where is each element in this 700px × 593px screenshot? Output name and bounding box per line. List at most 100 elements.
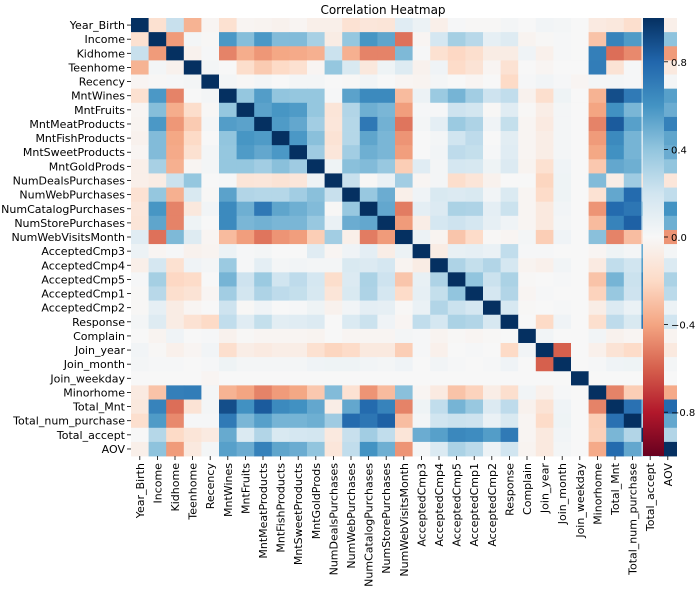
heatmap-cell: [571, 441, 589, 457]
heatmap-cell: [307, 187, 325, 203]
heatmap-cell: [183, 272, 202, 287]
heatmap-cell: [412, 215, 431, 231]
heatmap-cell: [148, 357, 167, 372]
heatmap-cell: [183, 328, 202, 344]
heatmap-cell: [571, 145, 589, 160]
heatmap-cell: [623, 441, 642, 457]
heatmap-cell: [307, 159, 325, 174]
heatmap-cell: [430, 427, 449, 443]
heatmap-cell: [148, 215, 167, 231]
heatmap-cell: [201, 385, 220, 400]
heatmap-cell: [131, 371, 149, 386]
heatmap-cell: [606, 229, 625, 245]
heatmap-cell: [518, 258, 537, 273]
heatmap-cell: [359, 300, 378, 316]
heatmap-cell: [553, 371, 572, 386]
column-label: MntMeatProducts: [257, 463, 270, 559]
heatmap-cell: [430, 328, 449, 344]
heatmap-cell: [412, 131, 431, 146]
heatmap-cell: [359, 229, 378, 245]
heatmap-cell: [553, 201, 572, 217]
heatmap-cell: [324, 314, 343, 330]
column-label: Join_year: [539, 463, 552, 515]
heatmap-cell: [412, 272, 431, 287]
heatmap-cell: [377, 32, 396, 47]
heatmap-cell: [271, 88, 290, 104]
heatmap-cell: [131, 187, 149, 203]
heatmap-cell: [465, 159, 484, 174]
heatmap-cell: [254, 32, 273, 47]
heatmap-cell: [236, 427, 255, 443]
heatmap-cell: [219, 32, 237, 47]
heatmap-cell: [518, 371, 537, 386]
heatmap-cell: [183, 244, 202, 259]
heatmap-cell: [535, 342, 554, 358]
heatmap-cell: [588, 201, 607, 217]
heatmap-cell: [131, 131, 149, 146]
heatmap-cell: [377, 342, 396, 358]
heatmap-cell: [307, 385, 325, 400]
heatmap-cell: [553, 314, 572, 330]
heatmap-cell: [465, 131, 484, 146]
heatmap-cell: [395, 357, 413, 372]
heatmap-cell: [483, 229, 501, 245]
heatmap-cell: [148, 32, 167, 47]
heatmap-cell: [447, 88, 466, 104]
heatmap-cell: [465, 88, 484, 104]
heatmap-cell: [623, 102, 642, 118]
column-label: AcceptedCmp4: [433, 463, 446, 547]
heatmap-cell: [623, 371, 642, 386]
heatmap-cell: [183, 427, 202, 443]
heatmap-cell: [131, 88, 149, 104]
heatmap-cell: [430, 32, 449, 47]
heatmap-cell: [483, 46, 501, 61]
heatmap-cell: [412, 88, 431, 104]
column-label: MntFruits: [239, 463, 252, 514]
heatmap-cell: [518, 145, 537, 160]
heatmap-cell: [307, 18, 325, 33]
heatmap-cell: [307, 145, 325, 160]
heatmap-cell: [271, 371, 290, 386]
heatmap-cell: [623, 427, 642, 443]
heatmap-cell: [553, 244, 572, 259]
heatmap-cell: [377, 244, 396, 259]
heatmap-cell: [324, 187, 343, 203]
heatmap-cell: [395, 60, 413, 75]
heatmap-cell: [430, 131, 449, 146]
heatmap-cell: [447, 286, 466, 301]
heatmap-cell: [606, 201, 625, 217]
heatmap-cell: [606, 159, 625, 174]
heatmap-cell: [271, 116, 290, 132]
heatmap-cell: [236, 145, 255, 160]
heatmap-cell: [623, 314, 642, 330]
heatmap-cell: [166, 159, 185, 174]
heatmap-cell: [535, 145, 554, 160]
heatmap-cell: [535, 244, 554, 259]
heatmap-cell: [553, 399, 572, 415]
heatmap-cell: [254, 201, 273, 217]
heatmap-cell: [359, 131, 378, 146]
heatmap-cell: [377, 88, 396, 104]
heatmap-cell: [588, 427, 607, 443]
row-label: Join_year: [74, 344, 126, 357]
heatmap-cell: [201, 272, 220, 287]
heatmap-cell: [271, 244, 290, 259]
heatmap-cell: [183, 286, 202, 301]
heatmap-cell: [588, 258, 607, 273]
heatmap-cell: [518, 18, 537, 33]
heatmap-cell: [183, 357, 202, 372]
heatmap-cell: [588, 173, 607, 188]
heatmap-cell: [412, 300, 431, 316]
heatmap-cell: [535, 88, 554, 104]
heatmap-cell: [395, 399, 413, 415]
heatmap-cell: [359, 413, 378, 429]
heatmap-cell: [430, 413, 449, 429]
heatmap-cell: [465, 342, 484, 358]
heatmap-cell: [518, 441, 537, 457]
heatmap-cell: [553, 286, 572, 301]
heatmap-cell: [342, 385, 361, 400]
heatmap-cell: [148, 131, 167, 146]
heatmap-cell: [500, 159, 519, 174]
heatmap-cell: [166, 74, 185, 90]
heatmap-cell: [289, 328, 308, 344]
